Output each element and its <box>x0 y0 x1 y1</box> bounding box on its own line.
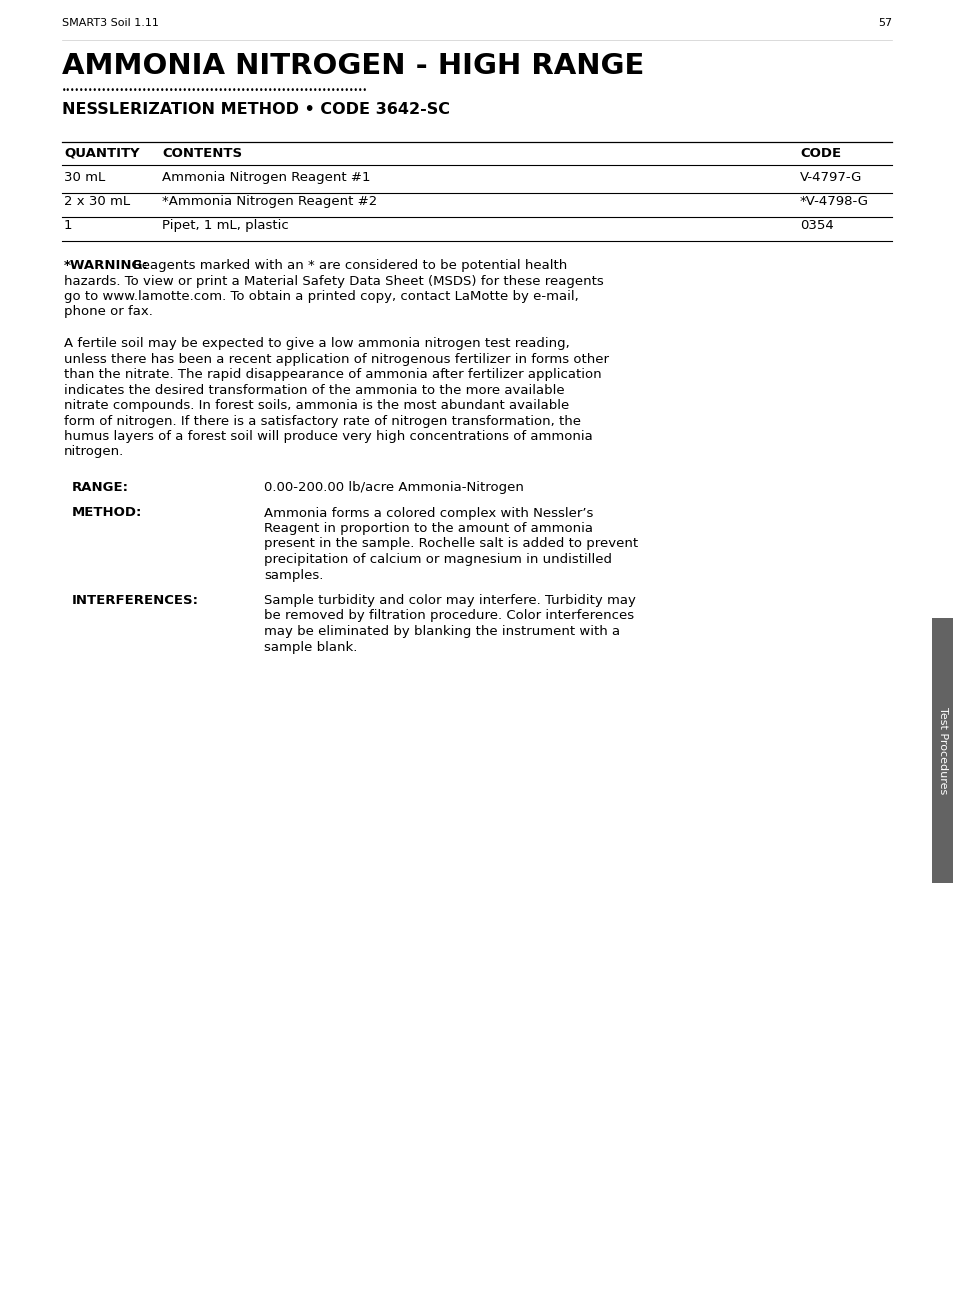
Text: 0.00-200.00 lb/acre Ammonia-Nitrogen: 0.00-200.00 lb/acre Ammonia-Nitrogen <box>264 482 523 495</box>
Text: form of nitrogen. If there is a satisfactory rate of nitrogen transformation, th: form of nitrogen. If there is a satisfac… <box>64 415 580 428</box>
Text: AMMONIA NITROGEN - HIGH RANGE: AMMONIA NITROGEN - HIGH RANGE <box>62 52 643 80</box>
Text: present in the sample. Rochelle salt is added to prevent: present in the sample. Rochelle salt is … <box>264 538 638 551</box>
Text: *Ammonia Nitrogen Reagent #2: *Ammonia Nitrogen Reagent #2 <box>162 195 376 209</box>
Text: samples.: samples. <box>264 568 323 581</box>
Text: nitrogen.: nitrogen. <box>64 446 124 458</box>
Text: NESSLERIZATION METHOD • CODE 3642-SC: NESSLERIZATION METHOD • CODE 3642-SC <box>62 102 450 117</box>
Text: Pipet, 1 mL, plastic: Pipet, 1 mL, plastic <box>162 219 289 232</box>
Text: 1: 1 <box>64 219 72 232</box>
Text: unless there has been a recent application of nitrogenous fertilizer in forms ot: unless there has been a recent applicati… <box>64 353 608 366</box>
Text: *WARNING:: *WARNING: <box>64 258 149 272</box>
Text: SMART3 Soil 1.11: SMART3 Soil 1.11 <box>62 18 159 28</box>
Text: than the nitrate. The rapid disappearance of ammonia after fertilizer applicatio: than the nitrate. The rapid disappearanc… <box>64 367 601 380</box>
Text: CODE: CODE <box>800 147 841 160</box>
Text: RANGE:: RANGE: <box>71 482 129 495</box>
Text: indicates the desired transformation of the ammonia to the more available: indicates the desired transformation of … <box>64 383 564 396</box>
Text: 2 x 30 mL: 2 x 30 mL <box>64 195 130 209</box>
Text: 57: 57 <box>877 18 891 28</box>
Text: METHOD:: METHOD: <box>71 506 142 520</box>
Text: V-4797-G: V-4797-G <box>800 171 862 184</box>
Text: hazards. To view or print a Material Safety Data Sheet (MSDS) for these reagents: hazards. To view or print a Material Saf… <box>64 274 603 287</box>
Text: CONTENTS: CONTENTS <box>162 147 242 160</box>
Text: phone or fax.: phone or fax. <box>64 306 152 319</box>
Text: precipitation of calcium or magnesium in undistilled: precipitation of calcium or magnesium in… <box>264 552 612 565</box>
Text: 0354: 0354 <box>800 219 833 232</box>
Text: QUANTITY: QUANTITY <box>64 147 139 160</box>
Text: Ammonia Nitrogen Reagent #1: Ammonia Nitrogen Reagent #1 <box>162 171 370 184</box>
Text: Reagent in proportion to the amount of ammonia: Reagent in proportion to the amount of a… <box>264 522 593 535</box>
Text: A fertile soil may be expected to give a low ammonia nitrogen test reading,: A fertile soil may be expected to give a… <box>64 337 569 350</box>
Text: nitrate compounds. In forest soils, ammonia is the most abundant available: nitrate compounds. In forest soils, ammo… <box>64 399 569 412</box>
Text: humus layers of a forest soil will produce very high concentrations of ammonia: humus layers of a forest soil will produ… <box>64 430 592 443</box>
Text: Ammonia forms a colored complex with Nessler’s: Ammonia forms a colored complex with Nes… <box>264 506 593 520</box>
Text: Reagents marked with an * are considered to be potential health: Reagents marked with an * are considered… <box>129 258 567 272</box>
Text: be removed by filtration procedure. Color interferences: be removed by filtration procedure. Colo… <box>264 610 634 622</box>
Text: 30 mL: 30 mL <box>64 171 105 184</box>
Text: go to www.lamotte.com. To obtain a printed copy, contact LaMotte by e-mail,: go to www.lamotte.com. To obtain a print… <box>64 290 578 303</box>
Text: ••••••••••••••••••••••••••••••••••••••••••••••••••••••••••••••••••••: ••••••••••••••••••••••••••••••••••••••••… <box>62 87 368 94</box>
Text: may be eliminated by blanking the instrument with a: may be eliminated by blanking the instru… <box>264 625 619 638</box>
Text: Test Procedures: Test Procedures <box>937 707 947 794</box>
Text: *V-4798-G: *V-4798-G <box>800 195 868 209</box>
Text: sample blank.: sample blank. <box>264 640 357 653</box>
Bar <box>931 618 953 883</box>
Text: INTERFERENCES:: INTERFERENCES: <box>71 594 199 607</box>
Text: Sample turbidity and color may interfere. Turbidity may: Sample turbidity and color may interfere… <box>264 594 636 607</box>
